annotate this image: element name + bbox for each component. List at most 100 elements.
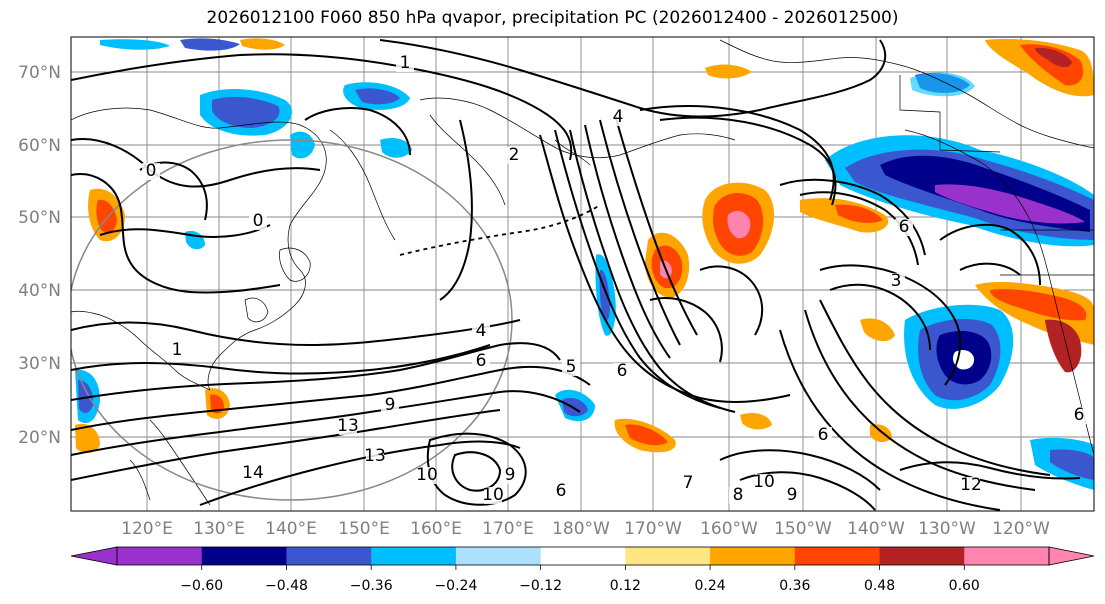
shade-phil-pos: [75, 423, 100, 453]
lon-tick-label: 140°E: [265, 519, 317, 539]
contour-label: 9: [787, 485, 798, 505]
colorbar-tick-label: −0.12: [519, 578, 562, 594]
shade-arctic-neg: [180, 38, 240, 51]
longitude-labels: 120°E 130°E 140°E 150°E 160°E 170°E 180°W 170°W…: [121, 519, 1050, 539]
contour-label: 10: [753, 472, 775, 492]
lon-tick-label: 120°W: [992, 519, 1050, 539]
lon-tick-label: 160°E: [410, 519, 462, 539]
contour-label: 1: [172, 340, 183, 360]
contour-label: 10: [482, 485, 504, 505]
shade-gulf-alaska-purple: [935, 184, 1085, 224]
contour-label: 1: [400, 53, 411, 73]
shade-taiwan-pos2: [210, 394, 224, 414]
contour-label: 9: [505, 465, 516, 485]
colorbar-tick-label: 0.24: [695, 578, 726, 594]
colorbar-segment: [540, 547, 626, 565]
lon-tick-label: 130°W: [918, 519, 976, 539]
map-title: 2026012100 F060 850 hPa qvapor, precipit…: [206, 8, 899, 28]
contour-label: 0: [253, 211, 264, 231]
shade-central-pos3: [727, 210, 751, 239]
contour-label: 5: [566, 357, 577, 377]
colorbar-tick-label: 0.60: [949, 578, 980, 594]
contour-label: 6: [1074, 405, 1085, 425]
shade-canada-pos3: [1035, 47, 1072, 68]
lon-tick-label: 120°E: [121, 519, 173, 539]
colorbar-tick-label: 0.36: [779, 578, 810, 594]
lat-tick-label: 30°N: [18, 354, 61, 374]
lon-tick-label: 170°E: [482, 519, 534, 539]
contour-label: 6: [617, 361, 628, 381]
shade-siberia-neg5: [290, 131, 315, 159]
contour-label: 4: [476, 321, 487, 341]
colorbar-segment: [117, 547, 203, 565]
dashed-contour: [399, 204, 601, 256]
lat-tick-label: 50°N: [18, 208, 61, 228]
contour-label: 2: [509, 145, 520, 165]
colorbar-segment: [879, 547, 965, 565]
contour-label: 10: [416, 465, 438, 485]
colorbar-tick-label: −0.48: [265, 578, 308, 594]
lon-tick-label: 180°W: [552, 519, 610, 539]
colorbar-segment: [794, 547, 881, 565]
contour-label: 9: [385, 395, 396, 415]
contour-label: 6: [476, 351, 487, 371]
contour-label: 8: [733, 485, 744, 505]
lon-tick-label: 140°W: [847, 519, 905, 539]
contour-label: 0: [146, 161, 157, 181]
lon-tick-label: 160°W: [700, 519, 758, 539]
shade-arctic-neg2: [100, 39, 170, 50]
colorbar: −0.60 −0.48 −0.36 −0.24 −0.12 0.12 0.24 0.36 0.4…: [70, 546, 1095, 594]
lon-tick-label: 130°E: [193, 519, 245, 539]
contour-label: 4: [613, 107, 624, 127]
shade-sub-pos4: [870, 424, 892, 442]
precip-shading: [75, 38, 1094, 490]
shade-coast-pos: [860, 318, 895, 342]
contour-label: 7: [683, 473, 694, 493]
contour-label: 13: [337, 416, 359, 436]
contour-label: 14: [242, 463, 264, 483]
colorbar-segment: [286, 547, 372, 565]
shade-canada-pos2: [1020, 44, 1084, 86]
shade-calif-pos2: [990, 289, 1087, 321]
lon-tick-label: 150°E: [338, 519, 390, 539]
colorbar-segment: [201, 547, 287, 565]
contour-label: 6: [818, 425, 829, 445]
colorbar-tick-label: −0.36: [350, 578, 393, 594]
colorbar-tick-label: 0.48: [864, 578, 895, 594]
qvapor-contours: [71, 39, 1081, 511]
colorbar-segment: [625, 547, 711, 565]
colorbar-tick-label: 0.12: [610, 578, 641, 594]
shade-bering-pos: [705, 64, 752, 79]
lat-tick-label: 70°N: [18, 63, 61, 83]
shade-siberia-neg6: [380, 138, 412, 158]
lat-tick-label: 20°N: [18, 428, 61, 448]
colorbar-extend-max: [1048, 546, 1095, 566]
colorbar-segment: [455, 547, 542, 565]
shade-siberia-neg4: [355, 88, 400, 105]
shade-east-pos2: [835, 204, 883, 223]
colorbar-tick-label: −0.60: [180, 578, 223, 594]
colorbar-segment: [710, 547, 796, 565]
contour-label: 6: [556, 481, 567, 501]
shade-siberia-neg2: [212, 96, 280, 128]
colorbar-extend-min: [70, 546, 118, 566]
colorbar-segment: [371, 547, 457, 565]
lon-tick-label: 170°W: [624, 519, 682, 539]
shade-sub-pos2: [625, 424, 668, 446]
shade-sub-neg2: [562, 398, 588, 417]
shade-mexico-neg2: [1050, 449, 1094, 480]
shade-canada-neg2: [910, 72, 975, 97]
colorbar-frame: [116, 546, 1050, 566]
shade-sub-pos3: [740, 413, 772, 430]
contour-label: 3: [891, 271, 902, 291]
shade-arctic-pos: [240, 38, 285, 50]
colorbar-segment: [964, 547, 1050, 565]
colorbar-tick-label: −0.24: [434, 578, 477, 594]
shade-calif-pos3: [1045, 319, 1082, 373]
shade-phil-neg2: [78, 380, 94, 413]
contour-label: 13: [364, 446, 386, 466]
lon-tick-label: 150°W: [774, 519, 832, 539]
lat-tick-label: 60°N: [18, 136, 61, 156]
